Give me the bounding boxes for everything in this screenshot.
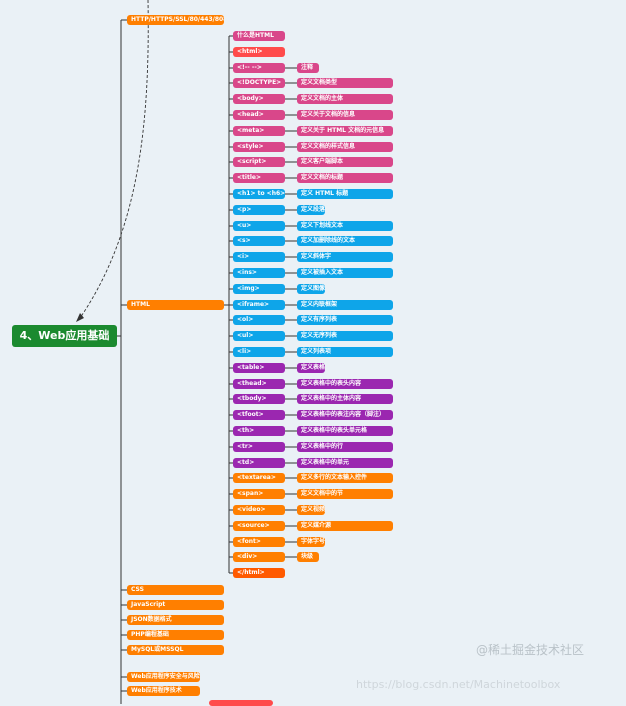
html-tag-node[interactable]: <img>: [233, 284, 285, 294]
watermark-url: https://blog.csdn.net/Machinetoolbox: [356, 678, 561, 691]
html-tag-node[interactable]: <span>: [233, 489, 285, 499]
html-tag-node[interactable]: <source>: [233, 521, 285, 531]
html-desc-node[interactable]: 定义表格中的表头内容: [297, 379, 393, 389]
html-tag-node[interactable]: <tr>: [233, 442, 285, 452]
level1-node[interactable]: JavaScript: [127, 600, 224, 610]
html-desc-node[interactable]: 字体字号: [297, 537, 325, 547]
html-desc-node[interactable]: 块级: [297, 552, 319, 562]
html-tag-node[interactable]: <u>: [233, 221, 285, 231]
html-desc-node[interactable]: 定义段落: [297, 205, 325, 215]
html-tag-node[interactable]: <td>: [233, 458, 285, 468]
html-tag-node[interactable]: <i>: [233, 252, 285, 262]
html-tag-node[interactable]: <div>: [233, 552, 285, 562]
html-tag-node[interactable]: <textarea>: [233, 473, 285, 483]
level1-node[interactable]: HTTP/HTTPS/SSL/80/443/8080: [127, 15, 224, 25]
html-desc-node[interactable]: 定义被插入文本: [297, 268, 393, 278]
html-tag-node[interactable]: <title>: [233, 173, 285, 183]
level1-node[interactable]: JSON数据格式: [127, 615, 224, 625]
html-desc-node[interactable]: 定义表格中的行: [297, 442, 393, 452]
html-desc-node[interactable]: 定义关于 HTML 文档的元信息: [297, 126, 393, 136]
html-desc-node[interactable]: 定义无序列表: [297, 331, 393, 341]
html-tag-node[interactable]: 什么是HTML: [233, 31, 285, 41]
root-node[interactable]: 4、Web应用基础: [12, 325, 117, 347]
html-desc-node[interactable]: 定义 HTML 标题: [297, 189, 393, 199]
html-tag-node[interactable]: <!DOCTYPE>: [233, 78, 285, 88]
level1-bottom-node[interactable]: Web应用程序技术: [127, 686, 200, 696]
html-tag-node[interactable]: <thead>: [233, 379, 285, 389]
html-tag-node[interactable]: <tfoot>: [233, 410, 285, 420]
level1-node[interactable]: HTML: [127, 300, 224, 310]
level1-node[interactable]: PHP编程基础: [127, 630, 224, 640]
html-desc-node[interactable]: 定义斜体字: [297, 252, 393, 262]
watermark-main: @稀土掘金技术社区: [476, 643, 585, 657]
html-desc-node[interactable]: 定义媒介源: [297, 521, 393, 531]
html-tag-node[interactable]: <!-- -->: [233, 63, 285, 73]
html-tag-node[interactable]: <style>: [233, 142, 285, 152]
html-tag-node[interactable]: <iframe>: [233, 300, 285, 310]
html-desc-node[interactable]: 定义图像: [297, 284, 325, 294]
html-tag-node[interactable]: <body>: [233, 94, 285, 104]
html-desc-node[interactable]: 定义视频: [297, 505, 325, 515]
html-tag-node[interactable]: <meta>: [233, 126, 285, 136]
html-desc-node[interactable]: 定义文档中的节: [297, 489, 393, 499]
html-desc-node[interactable]: 定义文档的主体: [297, 94, 393, 104]
html-tag-node[interactable]: <ul>: [233, 331, 285, 341]
html-tag-node[interactable]: <table>: [233, 363, 285, 373]
html-tag-node[interactable]: <ol>: [233, 315, 285, 325]
html-desc-node[interactable]: 定义客户端脚本: [297, 157, 393, 167]
html-desc-node[interactable]: 定义文档类型: [297, 78, 393, 88]
html-desc-node[interactable]: 定义内联框架: [297, 300, 393, 310]
html-tag-node[interactable]: <ins>: [233, 268, 285, 278]
html-desc-node[interactable]: 定义表格中的表头单元格: [297, 426, 393, 436]
html-desc-node[interactable]: 定义多行的文本输入控件: [297, 473, 393, 483]
level1-bottom-node[interactable]: Web应用程序安全与风险: [127, 672, 200, 682]
html-desc-node[interactable]: 定义关于文档的信息: [297, 110, 393, 120]
html-tag-node[interactable]: </html>: [233, 568, 285, 578]
html-desc-node[interactable]: 定义下划线文本: [297, 221, 393, 231]
html-tag-node[interactable]: <th>: [233, 426, 285, 436]
arrow-head-icon: [76, 313, 84, 322]
html-desc-node[interactable]: 定义表格中的单元: [297, 458, 393, 468]
level1-node[interactable]: MySQL或MSSQL: [127, 645, 224, 655]
html-tag-node[interactable]: <h1> to <h6>: [233, 189, 285, 199]
dashed-arrow: [79, 0, 149, 319]
html-desc-node[interactable]: 定义文档的标题: [297, 173, 393, 183]
html-tag-node[interactable]: <video>: [233, 505, 285, 515]
html-tag-node[interactable]: <tbody>: [233, 394, 285, 404]
level1-node[interactable]: CSS: [127, 585, 224, 595]
html-tag-node[interactable]: <head>: [233, 110, 285, 120]
html-tag-node[interactable]: <p>: [233, 205, 285, 215]
html-desc-node[interactable]: 定义加删除线的文本: [297, 236, 393, 246]
html-desc-node[interactable]: 定义文档的样式信息: [297, 142, 393, 152]
html-desc-node[interactable]: 定义表格中的主体内容: [297, 394, 393, 404]
html-tag-node[interactable]: <font>: [233, 537, 285, 547]
html-tag-node[interactable]: <li>: [233, 347, 285, 357]
html-desc-node[interactable]: 注释: [297, 63, 319, 73]
html-tag-node[interactable]: <html>: [233, 47, 285, 57]
html-desc-node[interactable]: 定义列表项: [297, 347, 393, 357]
html-desc-node[interactable]: 定义表格: [297, 363, 325, 373]
html-tag-node[interactable]: <script>: [233, 157, 285, 167]
html-desc-node[interactable]: 定义有序列表: [297, 315, 393, 325]
html-tag-node[interactable]: <s>: [233, 236, 285, 246]
partial-bottom-node: [209, 700, 273, 706]
html-desc-node[interactable]: 定义表格中的表注内容（脚注）: [297, 410, 393, 420]
